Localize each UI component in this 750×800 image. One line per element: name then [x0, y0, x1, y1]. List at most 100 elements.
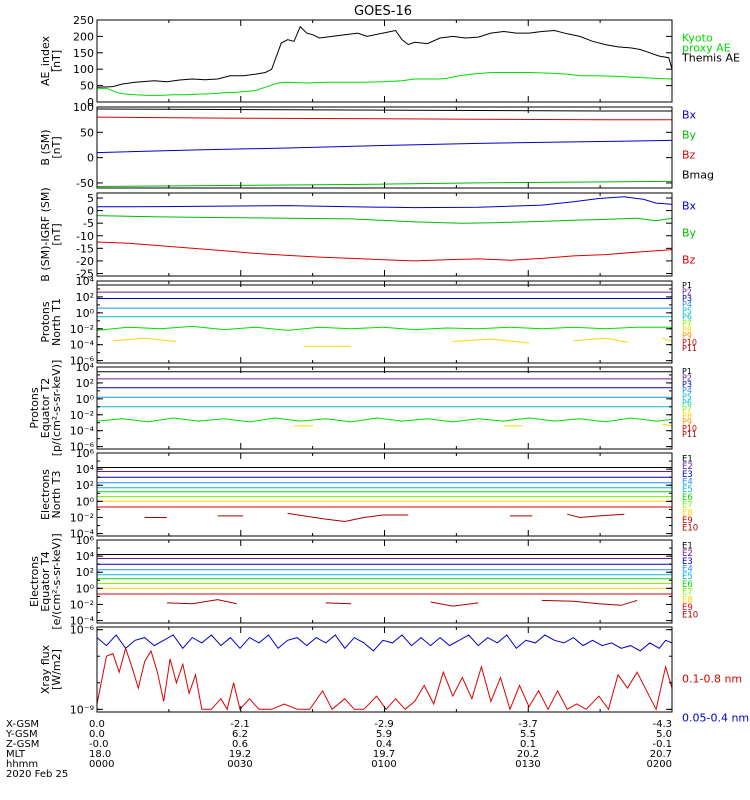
orbit-value: 19.7	[373, 749, 395, 760]
panel-frame	[96, 192, 673, 277]
series-line-xray-0	[97, 634, 672, 652]
legend-label: P10	[682, 338, 697, 347]
legend-label: P8	[682, 325, 692, 334]
legend-label: Themis AE	[681, 51, 740, 64]
panel-frame	[96, 280, 673, 364]
legend-label: P4	[682, 300, 692, 309]
y-tick-label: 10⁴	[76, 275, 95, 288]
legend-label: E6	[682, 580, 693, 590]
legend-label: P5	[682, 392, 692, 401]
orbit-value: 0130	[515, 759, 540, 770]
legend-label: P6	[682, 313, 692, 322]
legend-label: P10	[682, 424, 697, 433]
y-axis-label: [W/m2]	[50, 649, 63, 690]
legend-label: E3	[682, 557, 693, 567]
legend-label: Bz	[682, 148, 696, 161]
y-tick-label: 0	[87, 205, 94, 218]
chart-title: GOES-16	[354, 4, 412, 19]
series-line-ae-1	[97, 72, 672, 96]
series-line-bigrf-0	[97, 196, 672, 209]
legend-label: E10	[682, 611, 698, 621]
y-tick-label: 10²	[76, 479, 94, 492]
legend-label: E3	[682, 470, 693, 480]
y-tick-label: 10⁻⁶	[70, 624, 95, 637]
orbit-value: -3.7	[518, 719, 538, 730]
orbit-row-label: Z-GSM	[6, 739, 39, 750]
y-tick-label: 5	[87, 192, 94, 205]
y-tick-label: 250	[73, 14, 94, 27]
segment-line-e_t3-4	[567, 513, 625, 519]
panel-data-p_t1	[97, 284, 672, 347]
orbit-row-label: Y-GSM	[5, 729, 38, 740]
panel-frame	[96, 452, 673, 537]
legend-label: Bx	[682, 108, 697, 121]
orbit-value: 5.0	[656, 729, 672, 740]
y-tick-label: 10⁴	[76, 550, 95, 563]
segment-line-e_t3-2	[287, 512, 409, 523]
legend-label: P2	[682, 374, 692, 383]
panel-data-ae	[97, 25, 672, 96]
legend-label: P9	[682, 418, 692, 427]
orbit-value: -2.1	[230, 719, 250, 730]
legend-label: E9	[682, 516, 693, 526]
series-line-bsm-0	[97, 108, 672, 112]
y-tick-label: 0	[87, 96, 94, 109]
legend-label: P3	[682, 380, 692, 389]
legend-label: E10	[682, 524, 698, 534]
series-line-bigrf-2	[97, 241, 672, 262]
orbit-value: 6.2	[232, 729, 248, 740]
y-tick-label: -25	[76, 267, 94, 280]
series-line-p_t1-5	[97, 325, 672, 331]
legend-label: P1	[682, 367, 692, 376]
y-axis-label: AE_index	[39, 35, 52, 86]
y-axis-label: [nT]	[50, 223, 63, 245]
y-tick-label: -5	[83, 217, 94, 230]
y-tick-label: 10⁻⁶	[70, 441, 95, 454]
y-tick-label: 0	[87, 152, 94, 165]
legend-label: E6	[682, 493, 693, 503]
segment-line-e_t4-3	[541, 599, 638, 606]
y-tick-label: 100	[73, 63, 94, 76]
panel-data-xray	[97, 634, 672, 711]
y-tick-label: 10²	[76, 377, 94, 390]
y-tick-label: 10⁻⁶	[70, 355, 95, 368]
segment-line-p_t1-0	[112, 337, 177, 342]
y-tick-label: 10²	[76, 566, 94, 579]
orbit-value: 20.7	[650, 749, 672, 760]
y-tick-label: 10⁰	[76, 393, 95, 406]
y-axis-label: Electrons	[28, 556, 41, 607]
legend-label: E4	[682, 478, 693, 488]
legend-label: 0.05-0.4 nm	[682, 711, 749, 724]
y-tick-label: 10⁻⁹	[70, 703, 94, 716]
panel-data-p_t2	[97, 371, 672, 427]
panel-xray: 10⁻⁶ 10⁻⁹ Xray flux[W/m2] 0.1-0.8 nm 0.05-0.…	[39, 624, 749, 725]
legend-label: E5	[682, 572, 693, 582]
y-axis-label: Equator T2	[39, 378, 52, 438]
segment-line-e_t4-2	[430, 601, 479, 607]
legend-label: E2	[682, 549, 693, 559]
orbit-value: -0.1	[652, 739, 672, 750]
date-label: 2020 Feb 25	[6, 769, 68, 780]
panel-bsm: -50 0 50 100 B (SM)[nT] Bx By Bz Bmag	[39, 101, 714, 190]
legend-label: P3	[682, 294, 692, 303]
y-tick-label: 10⁻²	[70, 409, 94, 422]
legend-label: P7	[682, 319, 692, 328]
y-axis-label: Protons	[28, 387, 41, 428]
series-line-bsm-3	[97, 180, 672, 187]
legend-label: Kyoto	[682, 31, 713, 44]
legend-label: P5	[682, 306, 692, 315]
panel-bigrf: 50-5-10-15-20-25 B (SM)-IGRF (SM)[nT] Bx By…	[39, 187, 697, 281]
orbit-value: -0.0	[89, 739, 109, 750]
series-line-p_t2-5	[97, 417, 672, 423]
legend-label: E2	[682, 462, 693, 472]
segment-line-p_t1-3	[573, 337, 628, 343]
orbit-value: 0.1	[520, 739, 536, 750]
legend-label: P1	[682, 281, 692, 290]
orbit-row-label: MLT	[6, 749, 26, 760]
legend-label: P8	[682, 411, 692, 420]
legend-label: E1	[682, 541, 693, 551]
y-tick-label: 10⁰	[76, 495, 95, 508]
y-axis-label: Equator T4	[39, 551, 52, 611]
y-tick-label: 50	[80, 80, 94, 93]
